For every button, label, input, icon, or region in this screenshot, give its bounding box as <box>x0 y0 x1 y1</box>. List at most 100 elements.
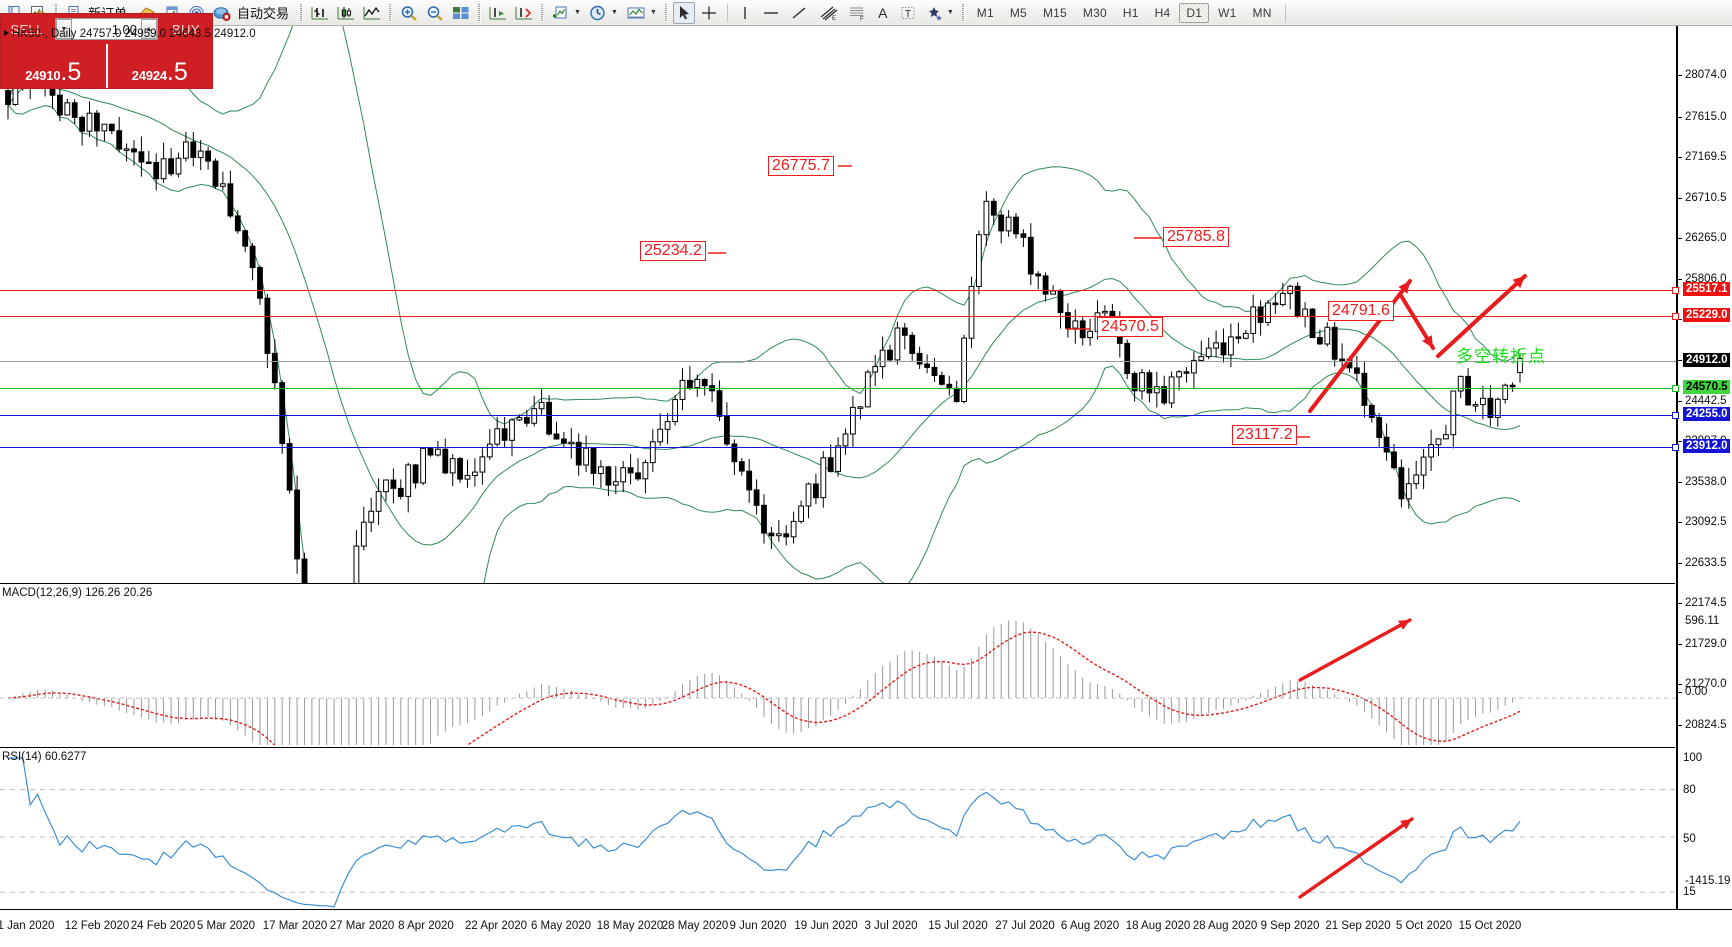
sell-price-cell[interactable]: 24910.5 <box>1 44 106 88</box>
main-toolbar: 新订单 自动交易 <box>0 0 1732 26</box>
zoom-in-icon[interactable] <box>397 2 421 24</box>
timeframe-d1[interactable]: D1 <box>1179 2 1210 23</box>
level-handle[interactable] <box>1672 444 1679 451</box>
templates-icon[interactable]: ▼ <box>623 2 660 24</box>
level-handle[interactable] <box>1672 287 1679 294</box>
price-tick-label: 28074.0 <box>1685 69 1727 81</box>
text-label-icon[interactable]: T <box>896 2 920 24</box>
chevron-down-icon[interactable]: ▼ <box>574 9 581 16</box>
chevron-down-icon-3[interactable]: ▼ <box>649 9 657 16</box>
tile-windows-icon[interactable] <box>449 2 473 24</box>
rsi-tick-label: 15 <box>1683 886 1696 898</box>
zoom-out-icon[interactable] <box>423 2 447 24</box>
support-23912[interactable] <box>0 444 1679 451</box>
timeframe-m1[interactable]: M1 <box>976 5 994 20</box>
tag-24791[interactable]: 24791.6 <box>1328 301 1394 321</box>
price-chip-25229-0[interactable]: 25229.0 <box>1683 308 1730 322</box>
timeframe-mn[interactable]: MN <box>1252 5 1272 20</box>
indicators-icon[interactable]: ▼ <box>549 2 584 24</box>
macd-tick-mark <box>1678 692 1682 693</box>
chart-shift-icon[interactable] <box>486 2 510 24</box>
timeframe-m15[interactable]: M15 <box>1042 5 1067 20</box>
buy-price-integer: 24924 <box>131 68 167 83</box>
tag-25785[interactable]: 25785.8 <box>1163 227 1229 247</box>
support-24570[interactable] <box>0 385 1679 392</box>
rsi-chart-canvas <box>0 757 1676 908</box>
macd-tick-label: 0.00 <box>1685 686 1708 698</box>
candlestick-chart-icon[interactable] <box>334 2 358 24</box>
price-scale[interactable]: 28074.0 27615.0 27169.5 26710.5 26265.0 25806… <box>1678 26 1732 947</box>
level-handle[interactable] <box>1672 385 1679 392</box>
rsi-tick-label: 80 <box>1683 784 1696 796</box>
macd-panel[interactable]: MACD(12,26,9) 126.26 20.26 <box>0 585 1676 745</box>
one-click-trading-panel[interactable]: SELL ▼ 1.00 ▲ BUY 24910.5 24924.5 <box>0 13 213 89</box>
svg-text:F: F <box>860 16 864 21</box>
timeframe-w1[interactable]: W1 <box>1218 5 1237 20</box>
tag-24570[interactable]: 24570.5 <box>1097 317 1163 337</box>
sell-price-integer: 24910 <box>25 68 61 83</box>
cursor-icon[interactable] <box>672 1 695 24</box>
macd-chart-canvas <box>0 618 1676 745</box>
price-panel[interactable] <box>0 26 1675 583</box>
resistance-25229[interactable] <box>0 313 1679 320</box>
symbol-arrow-icon <box>4 30 9 36</box>
level-handle[interactable] <box>1672 313 1679 320</box>
rsi-panel[interactable]: RSI(14) 60.6277 <box>0 749 1676 909</box>
time-label: 6 May 2020 <box>530 920 592 932</box>
buy-price-decimal: .5 <box>166 58 188 86</box>
auto-scroll-icon[interactable] <box>512 2 536 24</box>
chevron-down-icon-4[interactable]: ▼ <box>946 9 954 16</box>
bar-chart-icon[interactable] <box>308 2 332 24</box>
horizontal-line-icon[interactable] <box>758 2 784 24</box>
turning-point-note[interactable]: 多空转折点 <box>1456 347 1546 367</box>
buy-price-cell[interactable]: 24924.5 <box>105 44 213 88</box>
tag-23117[interactable]: 23117.2 <box>1232 425 1297 445</box>
timeframe-group: M1 M5 M15 M30 H1 H4 D1 W1 MN <box>969 2 1280 23</box>
time-label: 24 Feb 2020 <box>130 920 196 932</box>
chart-area[interactable]: HK50-, Daily 24757.0 24959.0 24643.5 249… <box>0 26 1732 947</box>
time-scale[interactable]: 1 Jan 2020 12 Feb 2020 24 Feb 2020 5 Mar 20… <box>0 909 1732 947</box>
text-icon[interactable]: A <box>872 2 894 24</box>
toolbar-separator <box>55 3 58 22</box>
timeframe-m30[interactable]: M30 <box>1082 5 1107 20</box>
bottom-strip <box>0 944 1732 947</box>
crosshair-icon[interactable] <box>697 2 721 24</box>
price-tick-mark <box>1678 725 1682 726</box>
auto-trading-button[interactable]: 自动交易 <box>210 2 295 24</box>
vertical-line-icon[interactable] <box>734 2 756 24</box>
fibonacci-icon[interactable]: F <box>844 2 870 24</box>
tag-25234[interactable]: 25234.2 <box>640 241 706 261</box>
timeframe-h1[interactable]: H1 <box>1122 5 1139 20</box>
price-tick-label: 21729.0 <box>1685 638 1727 650</box>
shapes-icon[interactable]: ▼ <box>922 2 957 24</box>
price-tick-mark <box>1678 319 1682 320</box>
order-prices-row: 24910.5 24924.5 <box>1 44 212 88</box>
toolbar-separator-6 <box>664 3 668 22</box>
toolbar-separator-3 <box>389 3 393 22</box>
toolbar-separator-4 <box>478 3 482 22</box>
time-label: 18 Aug 2020 <box>1125 920 1191 932</box>
time-label: 15 Jul 2020 <box>928 920 988 932</box>
equidistant-channel-icon[interactable]: E <box>814 2 842 24</box>
time-label: 27 Jul 2020 <box>995 920 1055 932</box>
toolbar-separator-7 <box>961 3 965 22</box>
toolbar-divider-end <box>1284 3 1286 22</box>
price-chip-24570-5[interactable]: 24570.5 <box>1683 380 1730 394</box>
chevron-down-icon-2[interactable]: ▼ <box>610 9 618 16</box>
price-chip-24912-0[interactable]: 24912.0 <box>1683 353 1730 367</box>
resistance-25517[interactable] <box>0 287 1679 294</box>
last-price-24912[interactable] <box>0 361 1676 362</box>
time-label: 18 May 2020 <box>596 920 664 932</box>
tag-26775[interactable]: 26775.7 <box>768 156 834 176</box>
trendline-icon[interactable] <box>786 2 812 24</box>
price-chip-25517-1[interactable]: 25517.1 <box>1683 282 1730 296</box>
level-handle[interactable] <box>1672 412 1679 419</box>
timeframe-h4[interactable]: H4 <box>1154 5 1171 20</box>
price-chart-canvas <box>5 26 1523 583</box>
line-chart-icon[interactable] <box>360 2 384 24</box>
price-chip-23912-0[interactable]: 23912.0 <box>1683 439 1730 453</box>
support-24255[interactable] <box>0 412 1679 419</box>
price-chip-24255-0[interactable]: 24255.0 <box>1683 407 1730 421</box>
periodicity-icon[interactable]: ▼ <box>586 2 621 24</box>
timeframe-m5[interactable]: M5 <box>1009 5 1027 20</box>
